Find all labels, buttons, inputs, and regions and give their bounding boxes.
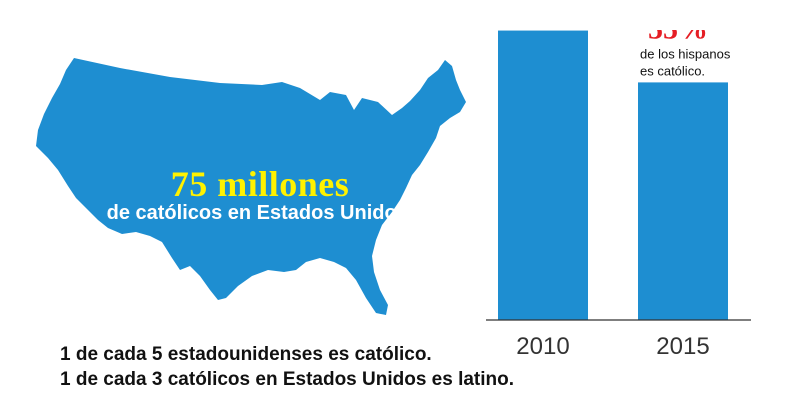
map-subhead: de católicos en Estados Unidos. (106, 202, 414, 224)
fact-line-1: 1 de cada 5 estadounidenses es católico. (60, 344, 432, 365)
chart-bars (498, 30, 728, 321)
bar-chart: 67%de los hispanosera católico.201055%de… (486, 30, 751, 360)
bar-2010 (498, 30, 588, 321)
annotation-2015-1: de los hispanos (640, 46, 731, 61)
value-label-2015: 55% (648, 30, 708, 45)
bar-2015 (638, 82, 728, 321)
fact-line-2: 1 de cada 3 católicos en Estados Unidos … (60, 369, 515, 390)
us-map-panel: 75 millones de católicos en Estados Unid… (0, 0, 480, 330)
map-headline: 75 millones (170, 164, 350, 204)
facts-block: 1 de cada 5 estadounidenses es católico.… (60, 342, 520, 392)
us-map-icon (36, 58, 466, 315)
annotation-2015-2: es católico. (640, 63, 705, 78)
us-map-shape (36, 58, 466, 315)
x-tick-label-2010: 2010 (516, 333, 569, 360)
chart-labels: 67%de los hispanosera católico.201055%de… (516, 30, 731, 360)
x-tick-label-2015: 2015 (656, 333, 709, 360)
